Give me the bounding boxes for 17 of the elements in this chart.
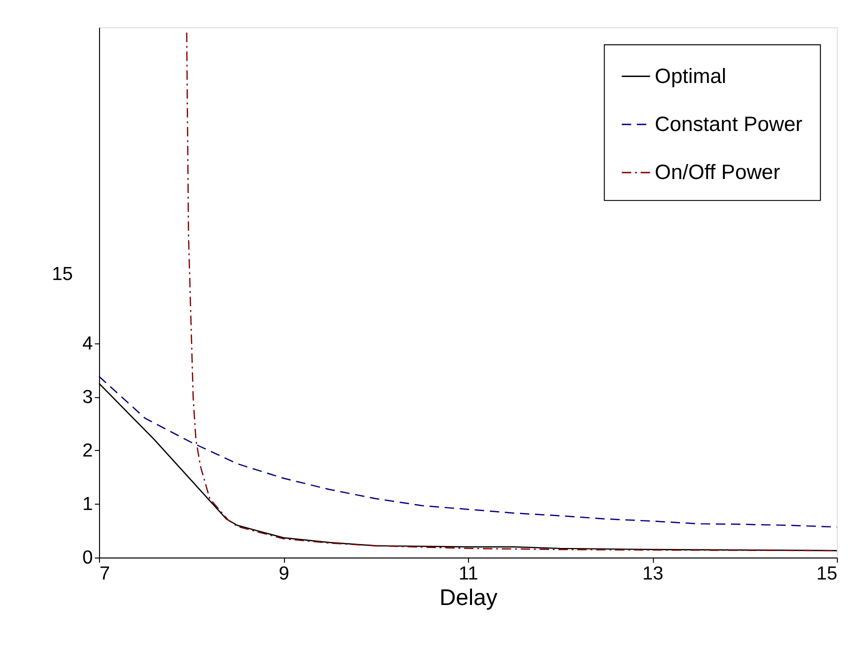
y-tick-label: 0 bbox=[82, 546, 93, 568]
legend-label: On/Off Power bbox=[654, 161, 780, 184]
line-series bbox=[98, 376, 838, 528]
y-tick-label: 3 bbox=[82, 386, 93, 407]
y-tick-label: 2 bbox=[82, 440, 93, 461]
x-tick-label: 7 bbox=[100, 562, 110, 584]
legend-label: Constant Power bbox=[654, 113, 803, 136]
text: 15 bbox=[52, 263, 73, 284]
x-axis-title: Delay bbox=[440, 585, 498, 610]
y-tick-label: 1 bbox=[82, 493, 93, 514]
y-tick-label: 4 bbox=[82, 332, 93, 354]
x-tick-label: 13 bbox=[642, 562, 664, 584]
line-series bbox=[186, 32, 838, 552]
legend-label: Optimal bbox=[654, 64, 726, 88]
x-tick-label: 9 bbox=[278, 562, 290, 584]
x-tick-label: 15 bbox=[816, 562, 838, 584]
x-tick-label: 11 bbox=[458, 562, 478, 584]
